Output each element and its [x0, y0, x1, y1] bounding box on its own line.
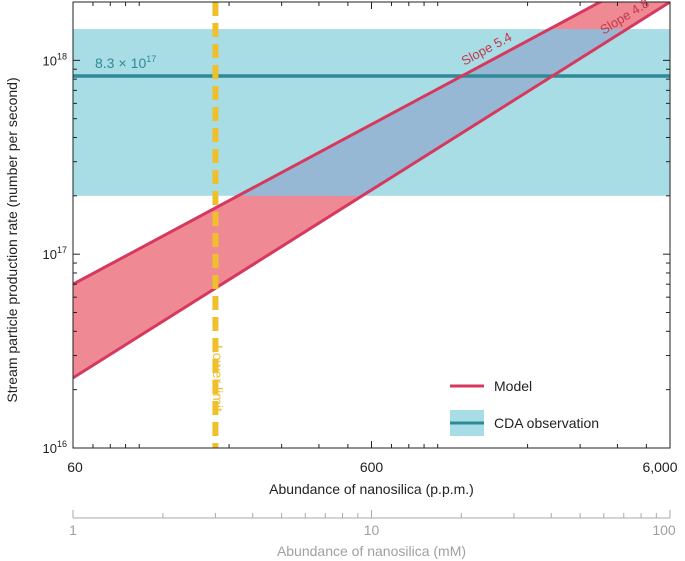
legend-model-label: Model	[494, 378, 532, 394]
x-tick-label-60: 60	[67, 459, 83, 475]
x-tick-label-600: 600	[360, 459, 384, 475]
y-tick-label-1e18: 1018	[43, 51, 67, 68]
y-axis-title: Stream particle production rate (number …	[4, 77, 20, 402]
model-cda-overlap-band	[238, 29, 628, 196]
model-lower-line	[73, 2, 670, 380]
y-tick-label-1e17: 1017	[43, 245, 67, 262]
axis-ticks	[72, 1, 671, 449]
secondary-x-axis-ticks	[72, 510, 671, 518]
cda-value-annotation: 8.3 × 1017	[95, 54, 156, 71]
legend-cda-label: CDA observation	[494, 415, 599, 431]
x-tick-label-6000: 6,000	[642, 459, 677, 475]
legend: Model CDA observation	[450, 378, 599, 436]
x-axis-title: Abundance of nanosilica (p.p.m.)	[269, 481, 474, 497]
lower-limit-annotation: Lower limit	[210, 345, 226, 412]
secondary-x-tick-label-10: 10	[364, 522, 380, 538]
y-tick-label-1e16: 1016	[43, 439, 67, 456]
secondary-x-axis-title: Abundance of nanosilica (mM)	[277, 543, 466, 559]
model-upper-line	[73, 2, 604, 286]
secondary-x-tick-label-1: 1	[69, 522, 77, 538]
secondary-x-tick-label-100: 100	[652, 522, 676, 538]
